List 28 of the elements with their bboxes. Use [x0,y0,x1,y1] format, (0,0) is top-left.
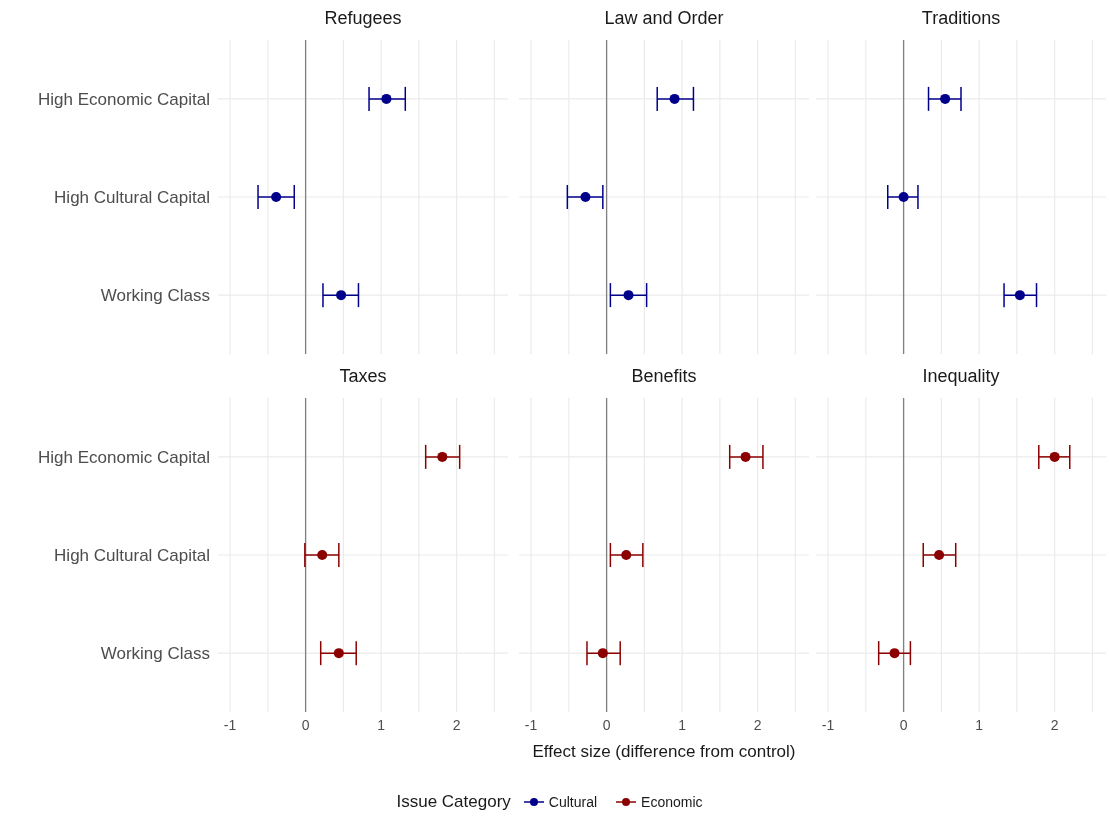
x-tick-label: -1 [821,716,835,733]
x-tick-label: 2 [1050,716,1059,733]
x-tick-label: 0 [301,716,310,733]
x-axis-title: Effect size (difference from control) [531,742,797,762]
x-tick-label: 1 [678,716,687,733]
chart-title: Inequality [921,366,1001,387]
chart-title: Traditions [920,8,1002,29]
legend-label: Economic [641,794,703,810]
x-tick-label: 0 [602,716,611,733]
y-tick-label: High Economic Capital [38,447,210,467]
x-tick-label: 1 [377,716,386,733]
x-tick-label: 1 [975,716,984,733]
y-tick-label: Working Class [100,644,210,664]
y-tick-label: High Cultural Capital [54,546,210,566]
x-tick-label: 0 [899,716,908,733]
y-tick-label: Working Class [100,286,210,306]
chart-title: Taxes [338,366,388,387]
legend-title: Issue Category [396,792,511,812]
y-tick-label: High Cultural Capital [54,188,210,208]
chart-title: Benefits [630,366,698,387]
y-tick-label: High Economic Capital [38,89,210,109]
x-tick-label: -1 [223,716,237,733]
x-tick-label: 2 [452,716,461,733]
legend-label: Cultural [548,794,598,810]
chart-title: Refugees [323,8,403,29]
x-tick-label: -1 [524,716,538,733]
chart-title: Law and Order [603,8,725,29]
x-tick-label: 2 [753,716,762,733]
